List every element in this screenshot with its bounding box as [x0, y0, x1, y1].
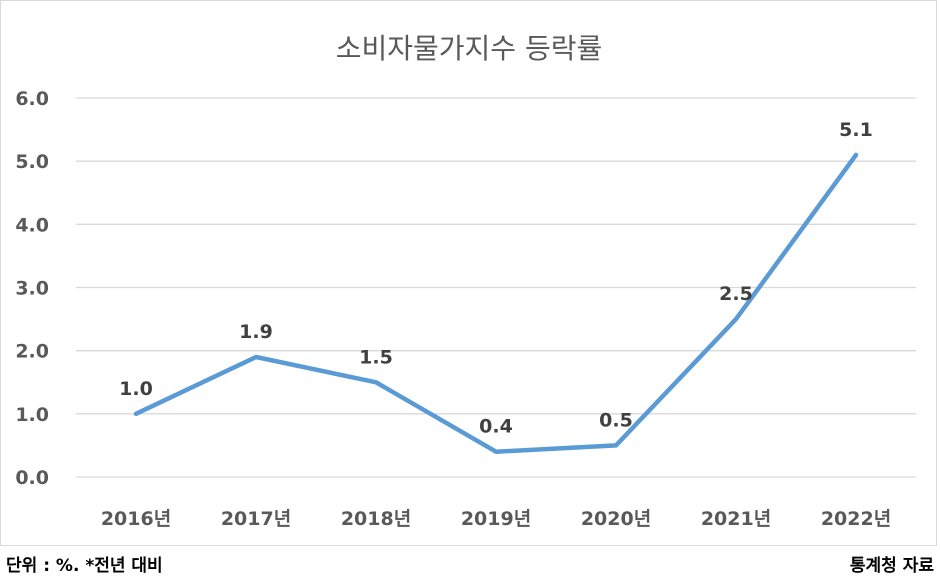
chart-frame: 소비자물가지수 등락률 0.0 1.0 2.0 3.0 4.0 5.0 6.0 2016년 2… — [0, 0, 937, 546]
data-label: 0.4 — [479, 416, 513, 438]
y-tick-label: 3.0 — [15, 278, 49, 300]
y-tick-label: 5.0 — [15, 151, 49, 173]
x-tick-label: 2018년 — [341, 508, 411, 530]
x-tick-label: 2017년 — [221, 508, 291, 530]
data-label: 0.5 — [599, 409, 633, 431]
y-tick-label: 4.0 — [15, 214, 49, 236]
y-tick-label: 2.0 — [15, 341, 49, 363]
data-label: 5.1 — [839, 119, 873, 141]
data-label: 1.9 — [239, 321, 273, 343]
series-line — [133, 152, 859, 454]
x-tick-label: 2021년 — [701, 508, 771, 530]
chart-title: 소비자물가지수 등락률 — [336, 32, 603, 65]
x-tick-label: 2022년 — [821, 508, 891, 530]
series-layer — [133, 152, 859, 454]
y-tick-label: 6.0 — [15, 88, 49, 110]
data-label: 1.5 — [359, 346, 393, 368]
line-chart: 소비자물가지수 등락률 0.01.02.03.04.05.06.0 2016년 2… — [15, 32, 916, 530]
unit-note: 단위 : %. *전년 대비 — [6, 556, 163, 576]
x-tick-label: 2016년 — [101, 508, 171, 530]
gridlines — [76, 97, 916, 478]
y-tick-label: 0.0 — [15, 467, 49, 489]
x-tick-label: 2019년 — [461, 508, 531, 530]
source-note: 통계청 자료 — [849, 556, 934, 576]
y-axis-tick-labels: 0.0 1.0 2.0 3.0 4.0 5.0 6.0 — [15, 88, 49, 489]
x-tick-label: 2020년 — [581, 508, 651, 530]
data-label: 1.0 — [119, 378, 153, 400]
data-label: 2.5 — [719, 283, 753, 305]
x-axis-tick-labels: 2016년 2017년 2018년 2019년 2020년 2021년 2022년 — [101, 508, 891, 530]
data-labels: 1.0 1.9 1.5 0.4 0.5 2.5 5.1 — [119, 119, 873, 438]
y-tick-label: 1.0 — [15, 404, 49, 426]
